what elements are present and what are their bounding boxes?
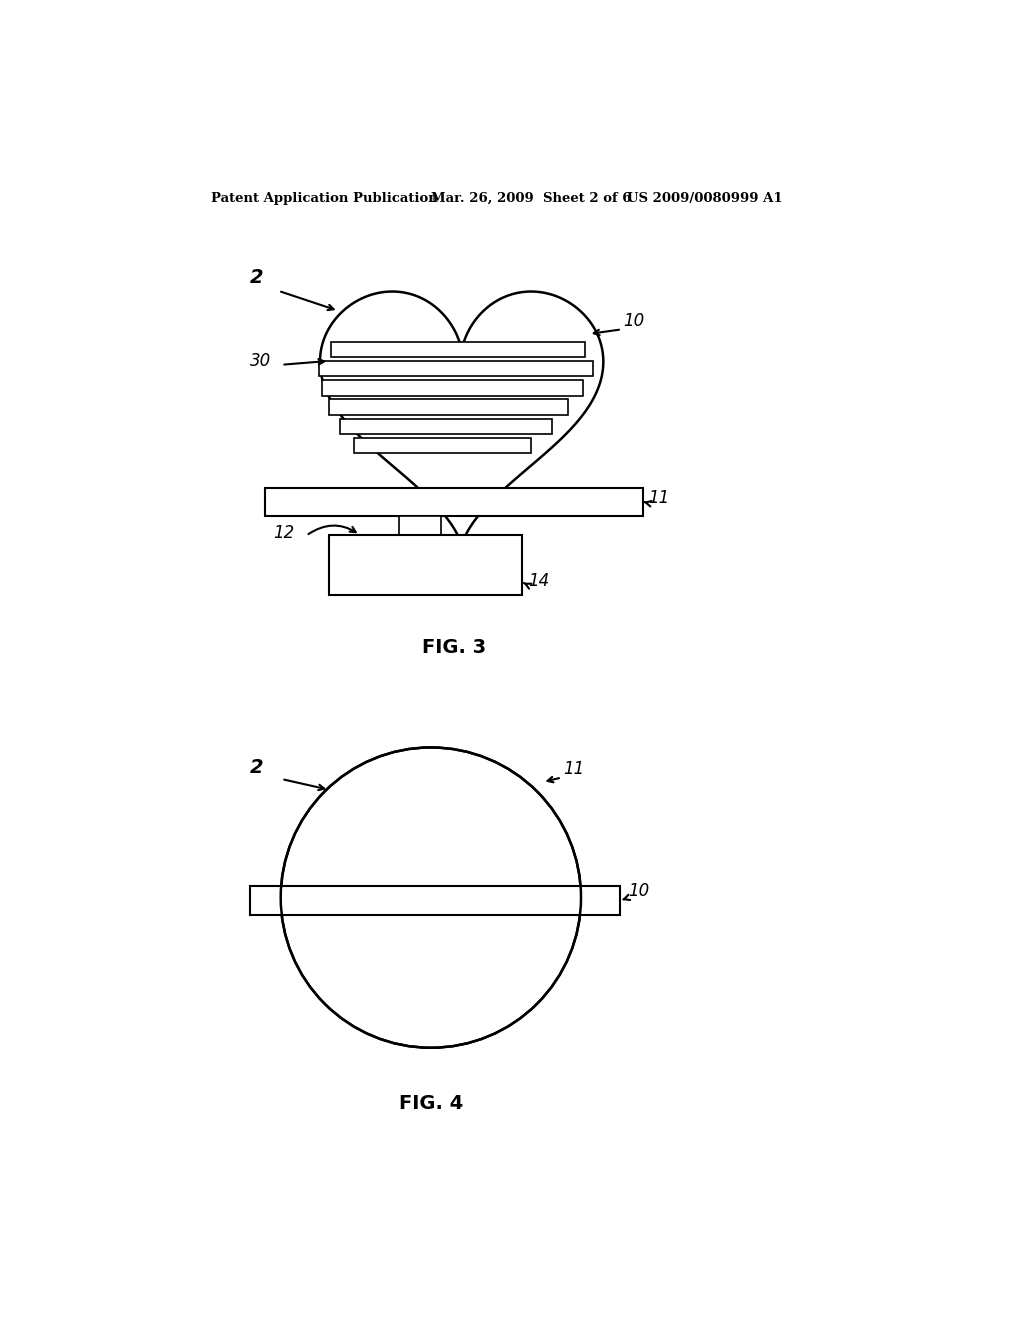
Text: Mar. 26, 2009  Sheet 2 of 6: Mar. 26, 2009 Sheet 2 of 6 [431, 191, 632, 205]
Text: 10: 10 [624, 313, 645, 330]
Text: 11: 11 [648, 488, 670, 507]
Text: FIG. 3: FIG. 3 [422, 638, 486, 657]
Text: 10: 10 [628, 882, 649, 900]
Text: 30: 30 [250, 352, 271, 371]
Text: 14: 14 [528, 572, 549, 590]
Text: 12: 12 [273, 524, 294, 543]
Text: 11: 11 [563, 760, 585, 779]
Text: FIG. 4: FIG. 4 [398, 1094, 463, 1114]
Bar [250, 886, 620, 915]
Polygon shape [319, 292, 603, 548]
Bar [398, 516, 441, 535]
Bar [322, 380, 584, 396]
Text: 2: 2 [250, 758, 263, 777]
Bar [265, 488, 643, 516]
Bar [319, 360, 593, 376]
Text: 2: 2 [250, 268, 263, 288]
Bar [340, 418, 552, 434]
Text: US 2009/0080999 A1: US 2009/0080999 A1 [628, 191, 782, 205]
Bar [354, 438, 531, 453]
Bar [331, 342, 585, 358]
Ellipse shape [281, 747, 581, 1048]
Text: Patent Application Publication: Patent Application Publication [211, 191, 438, 205]
Bar [330, 400, 568, 414]
Bar [330, 535, 521, 595]
